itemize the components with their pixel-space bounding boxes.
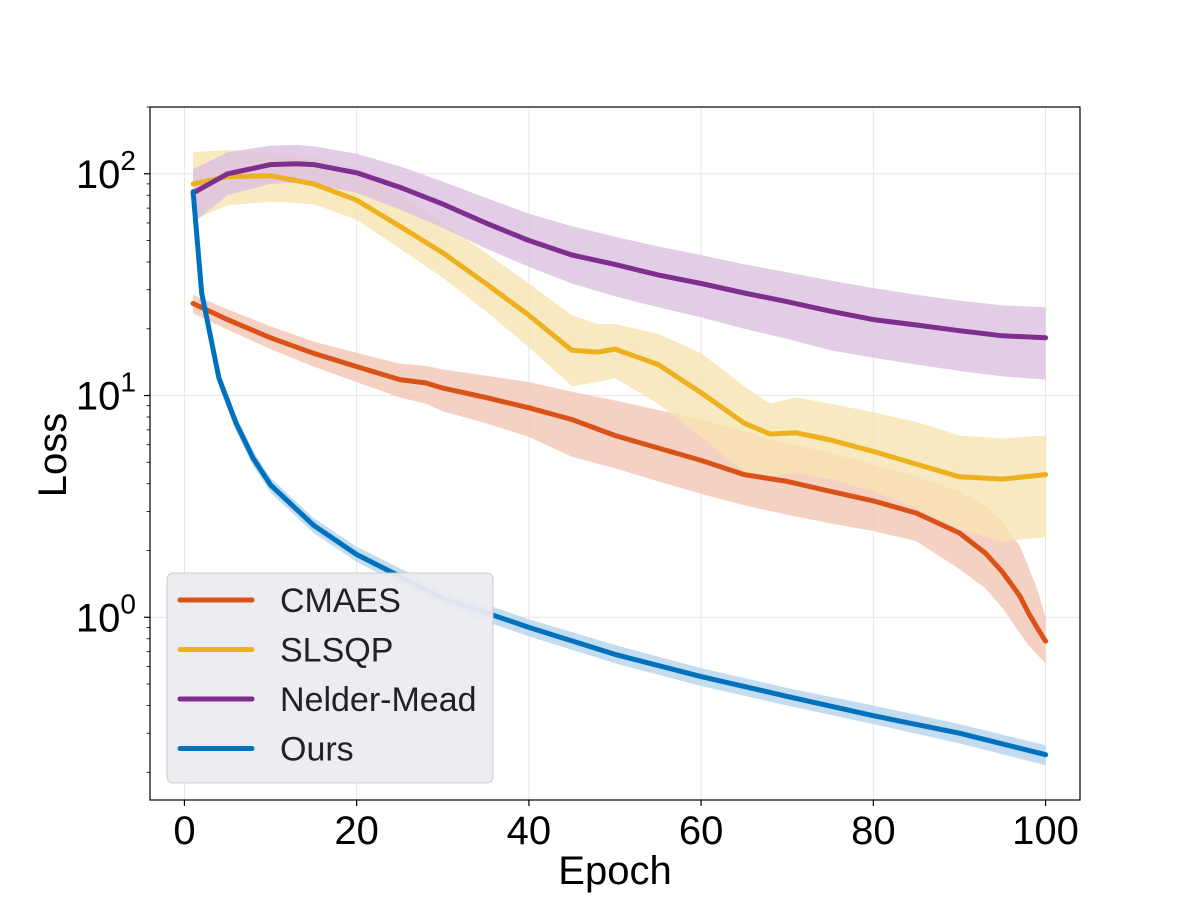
x-tick-label: 100 bbox=[1012, 809, 1079, 853]
x-axis-label: Epoch bbox=[558, 849, 671, 893]
x-tick-label: 80 bbox=[851, 809, 896, 853]
y-axis-label: Loss bbox=[31, 413, 75, 498]
line-nelder-mead bbox=[190, 161, 1049, 341]
line-slsqp bbox=[190, 173, 1049, 482]
x-tick-label: 40 bbox=[507, 809, 552, 853]
x-tick-label: 60 bbox=[679, 809, 724, 853]
band-ours bbox=[193, 186, 1046, 766]
axis-ticks: 0 20 40 60 80 100 100 101 102 bbox=[76, 106, 1079, 853]
band-cmaes bbox=[193, 294, 1046, 664]
confidence-bands bbox=[193, 144, 1046, 766]
y-tick-label: 100 bbox=[76, 588, 136, 640]
x-tick-label: 0 bbox=[173, 809, 195, 853]
y-tick-label: 102 bbox=[76, 145, 136, 197]
legend: CMAES SLSQP Nelder-Mead Ours bbox=[166, 572, 494, 784]
x-tick-label: 20 bbox=[334, 809, 379, 853]
band-slsqp bbox=[193, 150, 1046, 542]
legend-label-ours: Ours bbox=[280, 731, 354, 769]
plot-frame bbox=[149, 106, 1081, 801]
y-tick-label: 101 bbox=[76, 367, 136, 419]
legend-label-nelder-mead: Nelder-Mead bbox=[280, 681, 477, 719]
legend-label-cmaes: CMAES bbox=[280, 582, 401, 620]
band-nelder-mead bbox=[193, 144, 1046, 380]
legend-box bbox=[166, 572, 494, 784]
line-cmaes bbox=[190, 301, 1049, 644]
legend-label-slsqp: SLSQP bbox=[280, 632, 393, 670]
